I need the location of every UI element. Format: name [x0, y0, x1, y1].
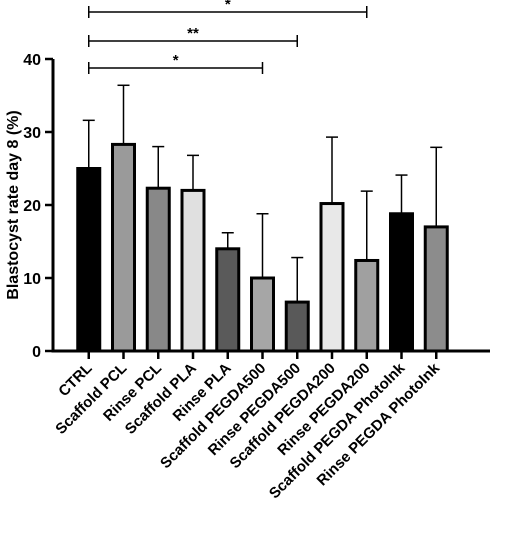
significance-label: * — [225, 0, 231, 13]
bar — [284, 300, 310, 353]
y-tick-label: 30 — [23, 125, 41, 142]
bar — [389, 212, 414, 353]
significance-label: * — [173, 52, 179, 69]
bar — [111, 142, 136, 353]
bar — [354, 258, 380, 353]
bar — [76, 167, 102, 353]
bar — [145, 186, 171, 353]
bar — [180, 188, 206, 353]
bar — [319, 202, 345, 353]
axes: 0 10 20 30 40 — [23, 52, 490, 361]
bar — [423, 225, 449, 353]
significance-brackets: **** — [88, 0, 368, 74]
significance-label: ** — [187, 25, 199, 42]
y-tick-label: 20 — [23, 198, 41, 215]
y-tick-label: 10 — [23, 271, 41, 288]
bar — [250, 276, 275, 353]
bar — [215, 247, 241, 353]
y-tick-label: 0 — [32, 344, 41, 361]
y-tick-label: 40 — [23, 52, 41, 69]
y-axis-label: Blastocyst rate day 8 (%) — [5, 110, 22, 299]
bars — [76, 84, 449, 353]
